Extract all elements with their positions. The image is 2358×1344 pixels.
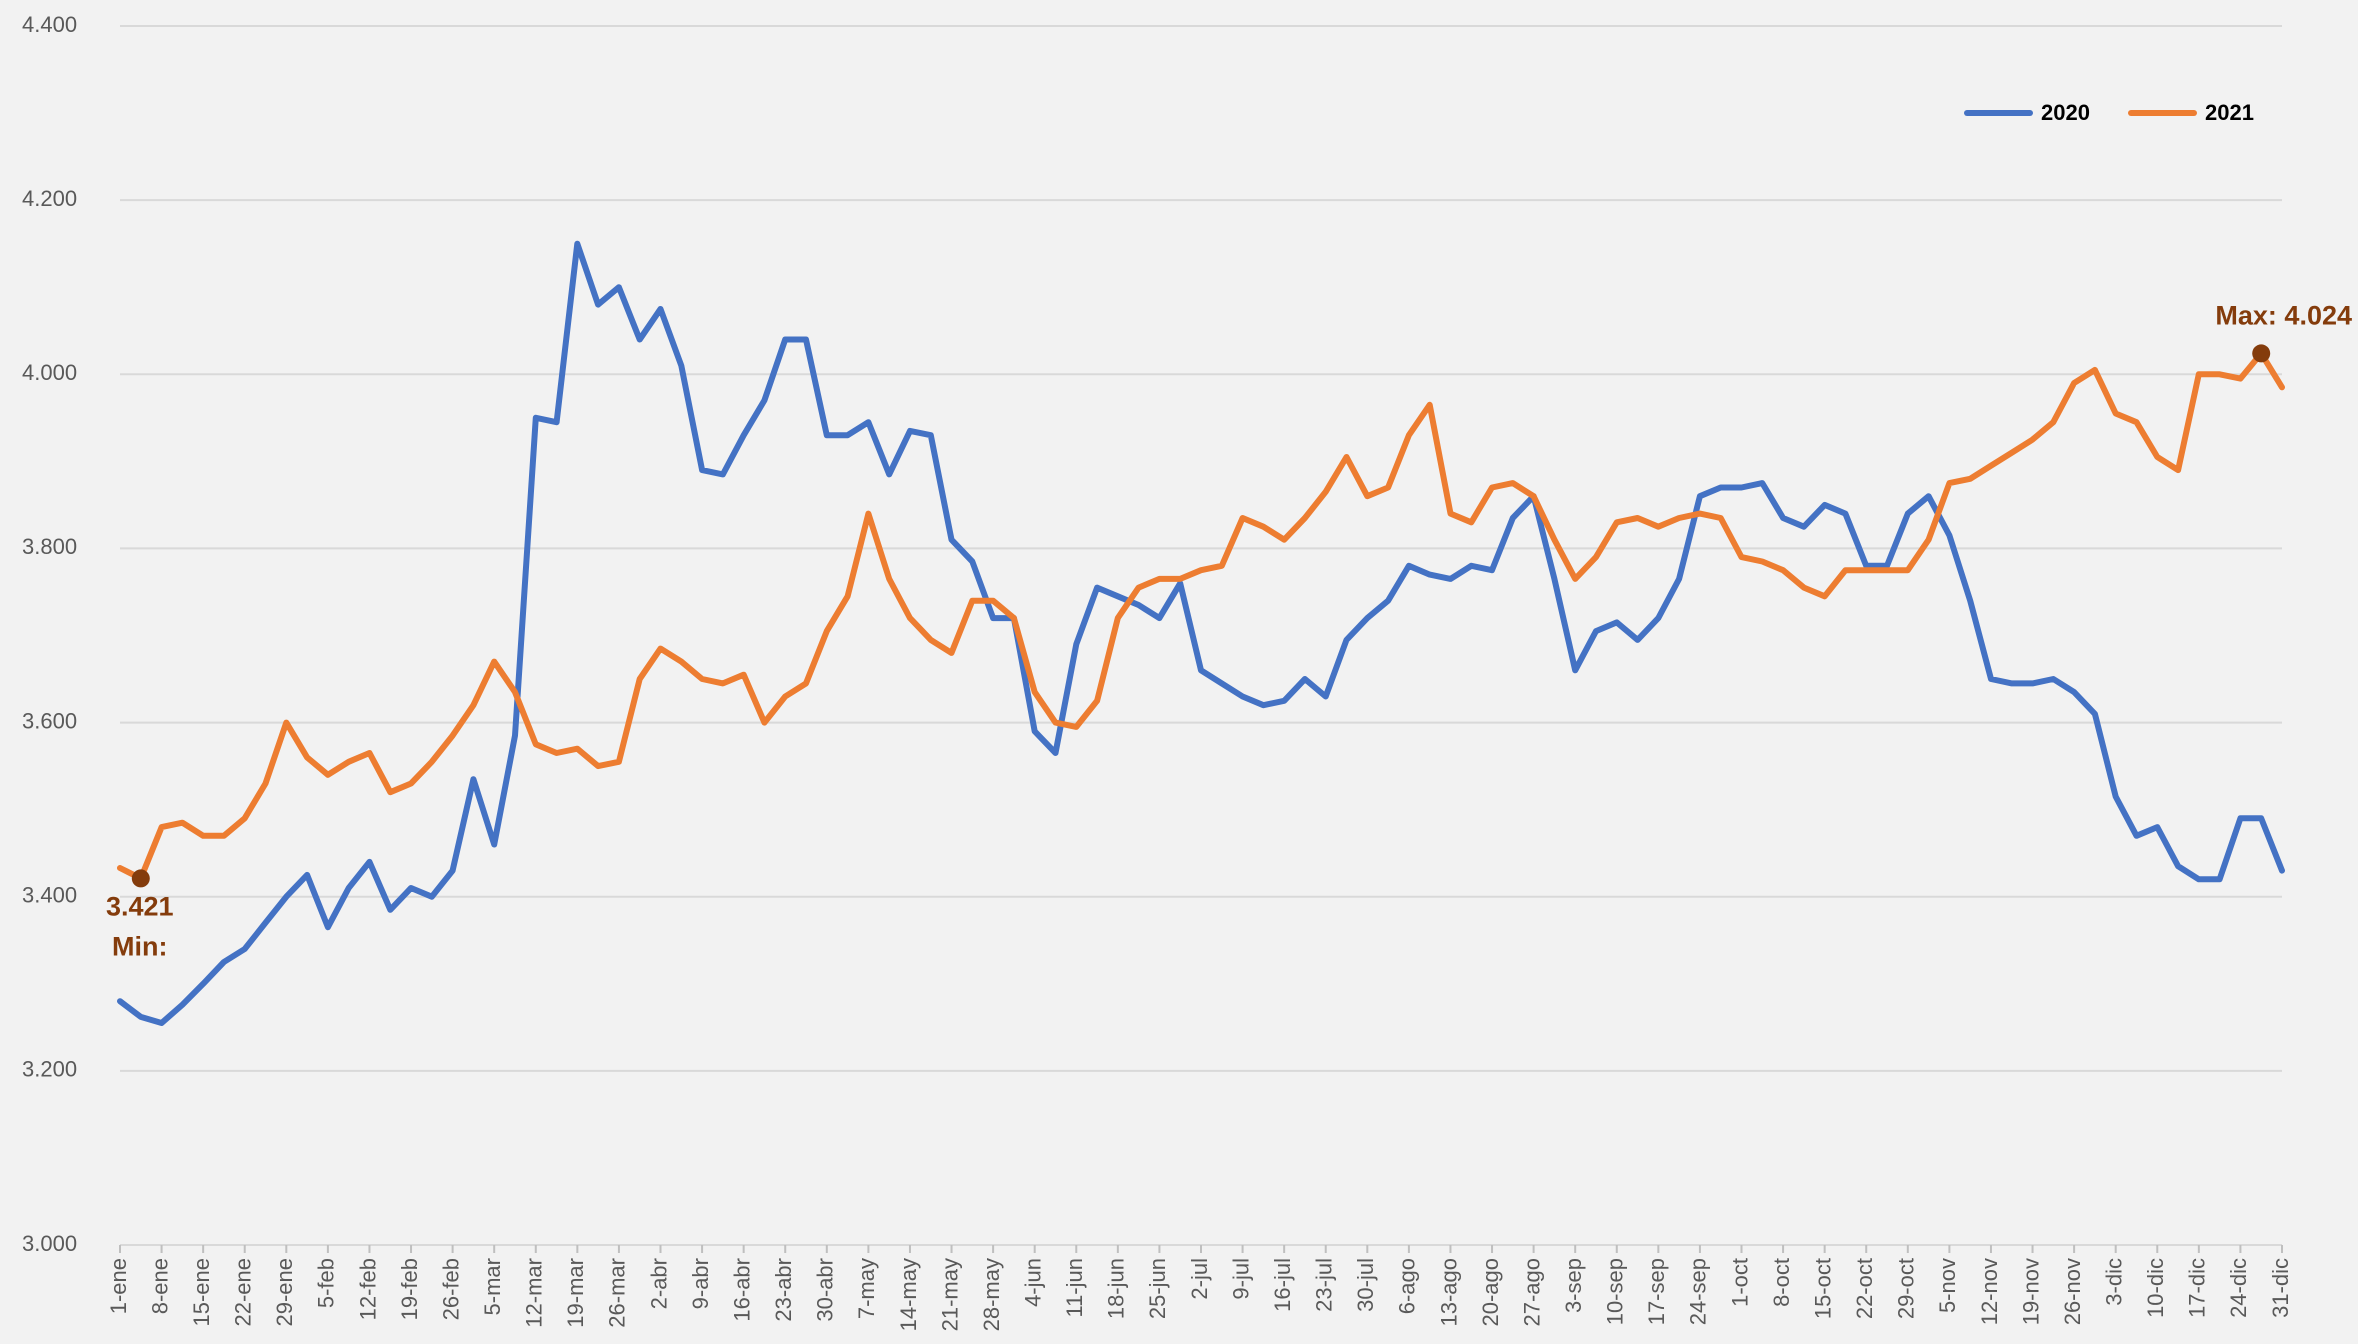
x-tick-label: 27-ago [1519,1258,1544,1327]
y-tick-label: 4.000 [22,360,77,385]
x-tick-label: 10-sep [1603,1258,1628,1325]
y-tick-label: 3.600 [22,708,77,733]
y-tick-label: 3.800 [22,534,77,559]
x-tick-label: 3-dic [2102,1258,2127,1306]
x-tick-label: 11-jun [1062,1258,1087,1318]
x-tick-label: 16-jul [1270,1258,1295,1312]
x-tick-label: 13-ago [1436,1258,1461,1327]
x-tick-label: 22-oct [1852,1258,1877,1319]
max-annotation: Max: 4.024 [2215,301,2352,331]
y-tick-label: 3.200 [22,1057,77,1082]
x-tick-label: 14-may [896,1258,921,1331]
x-tick-label: 3-sep [1561,1258,1586,1313]
x-tick-label: 21-may [937,1258,962,1331]
x-tick-label: 19-mar [563,1258,588,1328]
x-tick-label: 19-feb [397,1258,422,1320]
y-tick-label: 3.400 [22,883,77,908]
x-tick-label: 20-ago [1478,1258,1503,1327]
x-tick-label: 28-may [979,1258,1004,1331]
y-tick-label: 4.200 [22,186,77,211]
x-tick-label: 12-nov [1977,1258,2002,1325]
min-annotation-value: 3.421 [106,892,174,922]
x-tick-label: 16-abr [729,1258,754,1322]
x-tick-label: 19-nov [2018,1258,2043,1325]
x-tick-label: 5-feb [314,1258,339,1308]
x-tick-label: 29-ene [272,1258,297,1327]
x-tick-label: 18-jun [1104,1258,1129,1319]
x-tick-label: 8-oct [1769,1258,1794,1307]
x-tick-label: 31-dic [2268,1258,2293,1318]
x-tick-label: 24-sep [1686,1258,1711,1325]
line-series [117,240,2285,1026]
x-tick-label: 5-mar [480,1258,505,1315]
max-marker [2252,344,2271,363]
x-tick-label: 22-ene [231,1258,256,1327]
y-tick-label: 3.000 [22,1231,77,1256]
legend-label: 2021 [2205,100,2254,125]
x-tick-label: 26-nov [2060,1258,2085,1325]
x-tick-label: 25-jun [1145,1258,1170,1319]
x-tick-label: 4-jun [1021,1258,1046,1307]
x-tick-label: 24-dic [2226,1258,2251,1318]
x-tick-label: 6-ago [1395,1258,1420,1314]
x-tick-label: 17-dic [2185,1258,2210,1318]
x-tick-label: 15-ene [189,1258,214,1327]
y-tick-label: 4.400 [22,12,77,37]
x-tick-label: 23-jul [1312,1258,1337,1312]
x-tick-label: 5-nov [1935,1258,1960,1313]
x-tick-label: 9-abr [688,1258,713,1309]
x-tick-label: 26-feb [438,1258,463,1320]
x-tick-label: 9-jul [1228,1258,1253,1300]
x-tick-label: 10-dic [2143,1258,2168,1318]
x-tick-label: 12-feb [355,1258,380,1320]
x-tick-label: 7-may [854,1258,879,1319]
x-tick-label: 29-oct [1894,1258,1919,1319]
x-tick-label: 17-sep [1644,1258,1669,1325]
x-tick-label: 2-abr [646,1258,671,1309]
legend-label: 2020 [2041,100,2090,125]
min-marker [131,869,150,888]
x-tick-label: 1-ene [106,1258,131,1314]
x-tick-label: 8-ene [147,1258,172,1314]
x-tick-label: 1-oct [1727,1258,1752,1307]
x-tick-label: 12-mar [522,1258,547,1328]
line-series [117,350,2285,882]
min-annotation: Min: [112,932,167,962]
x-tick-label: 30-jul [1353,1258,1378,1312]
x-tick-label: 26-mar [605,1258,630,1328]
x-tick-label: 2-jul [1187,1258,1212,1300]
x-tick-label: 30-abr [813,1258,838,1322]
x-tick-label: 23-abr [771,1258,796,1322]
x-tick-label: 15-oct [1810,1258,1835,1319]
